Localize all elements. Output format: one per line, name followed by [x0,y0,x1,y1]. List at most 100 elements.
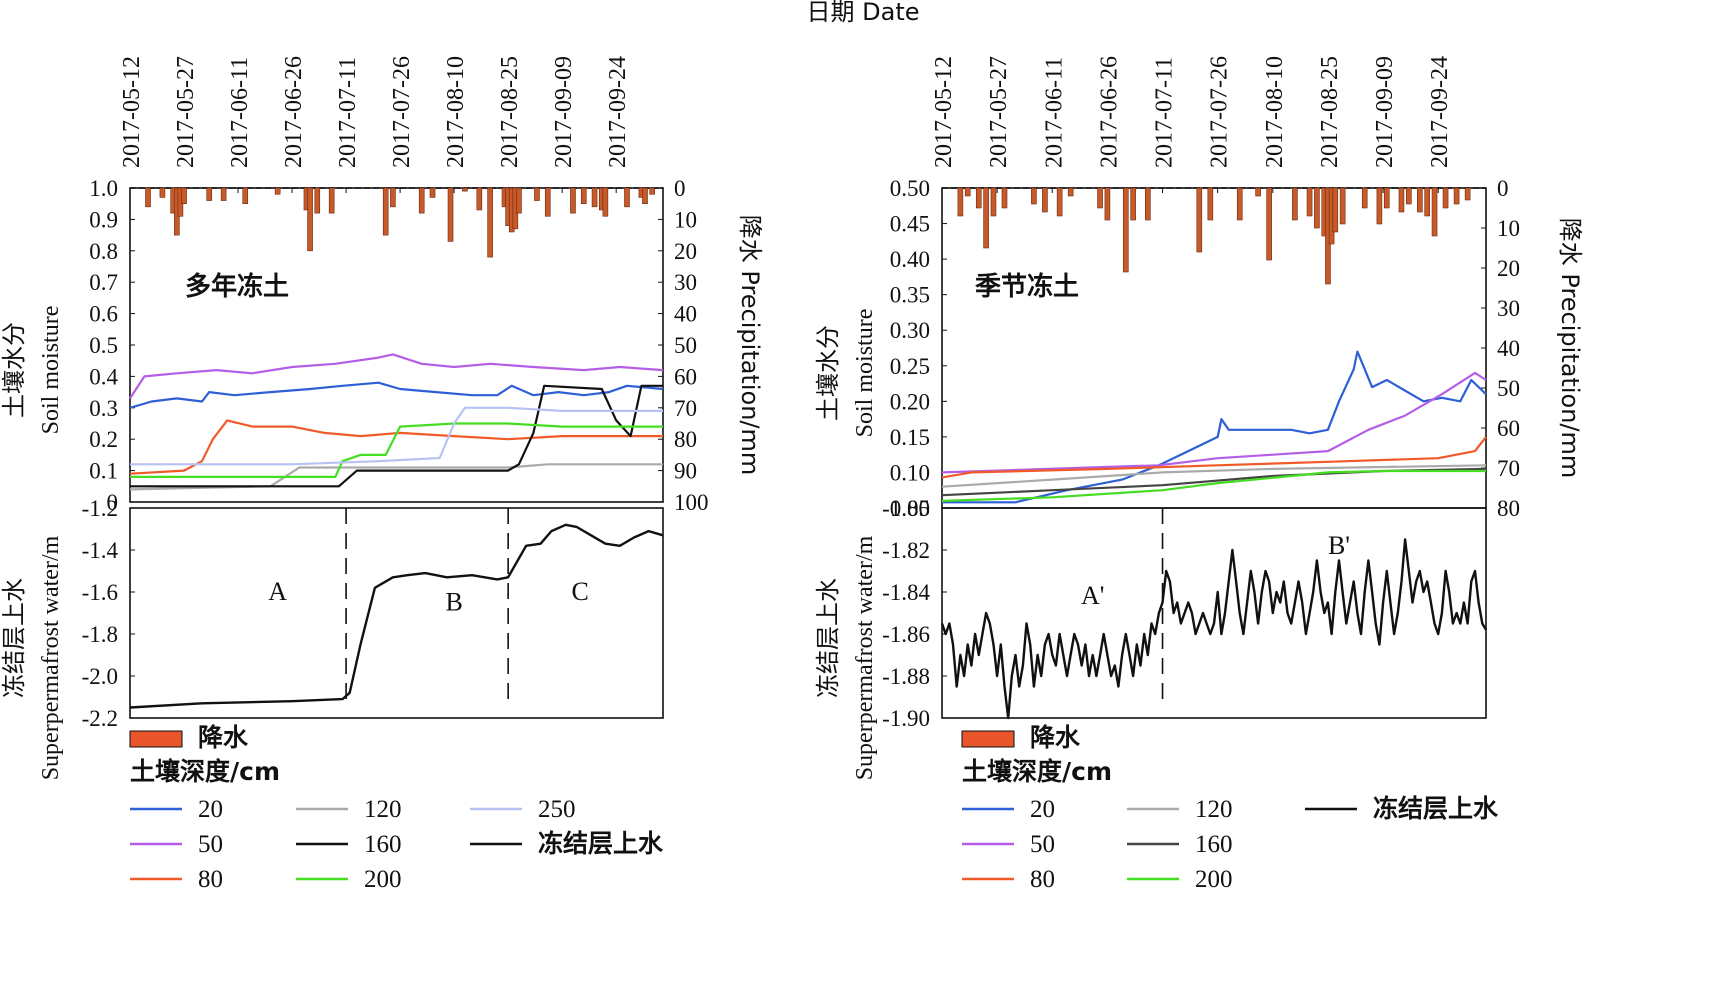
soil-y-tick-label: 0.8 [89,239,118,264]
precip-bar [1453,187,1460,205]
precip-bar [328,187,335,214]
panel-title: 多年冻土 [185,271,289,302]
precip-bar [429,187,436,198]
soil-y-tick-label: 1.0 [89,176,118,201]
water-y-tick-label: -1.4 [82,538,119,563]
precip-bar [390,187,396,208]
legend-label: 50 [1030,831,1055,858]
precip-y-tick-label: 100 [674,490,709,515]
precip-bar [570,187,576,214]
water-axis-title-en: Superpermafrost water/m [852,535,878,780]
soil-y-tick-label: 0.40 [890,247,930,272]
precip-bar [1314,187,1320,229]
precip-bar [957,187,964,217]
precip-bar [145,187,151,208]
precip-bar [1130,187,1136,221]
water-plot-frame [941,507,1487,719]
precip-y-tick-label: 70 [674,396,697,421]
soil-line-200cm [941,469,1486,502]
precip-axis-title: 降水 Precipitation/mm [1556,218,1584,478]
legend-label: 160 [1195,831,1233,858]
soil-axis-title-cn: 土壤水分 [814,325,842,421]
precip-bar [983,187,989,249]
legend-precip-swatch [129,730,183,748]
precip-y-tick-label: 40 [1497,336,1520,361]
precip-bar [990,187,997,217]
precip-bar [447,187,454,242]
precip-y-tick-label: 20 [1497,256,1520,281]
panel-title: 季节冻土 [975,271,1079,302]
precip-bar [159,187,166,198]
zone-label: A' [1081,581,1104,610]
precip-bar [1097,187,1103,209]
precip-bar [1292,187,1298,221]
soil-y-tick-label: 0.3 [89,396,118,421]
precip-y-tick-label: 80 [1497,496,1520,521]
precip-bar [462,187,468,192]
precip-bar [1361,187,1368,209]
precip-y-tick-label: 20 [674,239,697,264]
precip-bar [1122,187,1129,273]
precip-bar [206,187,213,201]
precip-bar [1001,187,1008,209]
precip-bar [1424,187,1430,217]
date-tick-label: 2017-08-25 [497,56,523,168]
panel-permafrost: 2017-05-12 2017-05-27 2017-06-11 2017-06-26… [0,56,764,893]
legend-label: 50 [198,831,223,858]
precip-bar [1031,187,1037,205]
precip-bar [1104,187,1111,221]
legend-label: 冻结层上水 [1373,794,1499,823]
date-tick-label: 2017-05-27 [173,56,199,168]
zone-label: C [571,577,588,606]
precip-bar [181,187,187,204]
precip-bar [964,187,971,197]
water-y-tick-label: -1.88 [882,664,930,689]
date-tick-label: 2017-08-10 [1262,56,1288,168]
precip-bar [1196,187,1203,253]
water-line [129,523,664,709]
legend-label: 20 [1030,796,1055,823]
water-y-tick-label: -1.84 [882,580,930,605]
date-tick-label: 2017-05-12 [119,56,145,168]
soil-line-80cm [129,419,663,475]
precip-y-tick-label: 0 [674,176,686,201]
legend-label: 160 [364,831,402,858]
precip-y-tick-label: 10 [1497,216,1520,241]
legend-label: 20 [198,796,223,823]
zone-label: B [445,588,462,617]
soil-y-tick-label: 0.15 [890,425,930,450]
date-tick-label: 2017-09-09 [551,56,577,168]
soil-axis-title-en: Soil moisture [852,309,878,438]
soil-y-tick-label: 0.2 [89,427,118,452]
precip-y-tick-label: 60 [674,364,697,389]
date-tick-label: 2017-07-26 [1207,56,1233,168]
precip-bar [1236,187,1243,221]
date-tick-label: 2017-05-12 [931,56,957,168]
legend-label: 冻结层上水 [538,829,664,858]
soil-axis-title-en: Soil moisture [38,306,64,435]
date-tick-label: 2017-08-10 [443,56,469,168]
soil-y-tick-label: 0.25 [890,354,930,379]
soil-y-tick-label: 0.20 [890,389,930,414]
precip-bar [1442,187,1449,209]
water-axis-title-en: Superpermafrost water/m [38,535,64,780]
legend-precip-label: 降水 [1030,723,1081,752]
precip-bar [624,187,630,208]
precip-bar [516,187,522,214]
precip-bar [307,187,313,252]
date-tick-label: 2017-06-11 [227,57,253,168]
precip-bar [591,187,598,208]
soil-y-tick-label: 0 [107,490,119,515]
precip-y-tick-label: 90 [674,459,697,484]
precip-bar [1042,187,1048,213]
precip-bar [1398,187,1405,213]
water-y-tick-label: -1.6 [82,580,118,605]
precip-y-tick-label: 40 [674,302,697,327]
soil-line-200cm [130,422,663,478]
date-tick-label: 2017-06-11 [1041,57,1067,168]
date-tick-label: 2017-06-26 [281,56,307,168]
soil-y-tick-label: 0.05 [890,496,930,521]
precip-bar [1339,187,1346,225]
precip-bar [1332,187,1339,233]
